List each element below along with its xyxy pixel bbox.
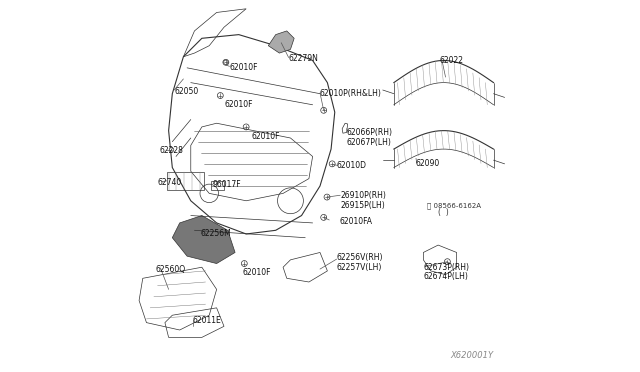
Text: 62228: 62228 — [159, 147, 183, 155]
Text: 62010P(RH&LH): 62010P(RH&LH) — [320, 89, 382, 98]
Text: (  ): ( ) — [438, 208, 449, 217]
Polygon shape — [172, 215, 235, 263]
Text: 26915P(LH): 26915P(LH) — [340, 201, 385, 210]
Text: 62010F: 62010F — [224, 100, 253, 109]
Text: 62256V(RH): 62256V(RH) — [337, 253, 383, 263]
Text: 62257V(LH): 62257V(LH) — [337, 263, 382, 272]
Text: 62674P(LH): 62674P(LH) — [424, 272, 468, 281]
Text: 62740: 62740 — [157, 178, 182, 187]
Text: 62560Q: 62560Q — [156, 264, 186, 273]
Circle shape — [223, 60, 228, 64]
Circle shape — [170, 148, 174, 152]
Text: 62010F: 62010F — [243, 268, 271, 277]
Text: 62010FA: 62010FA — [339, 217, 372, 225]
Text: 96017F: 96017F — [213, 180, 241, 189]
Text: 62010D: 62010D — [337, 161, 367, 170]
Text: 62066P(RH): 62066P(RH) — [347, 128, 393, 137]
Text: 62256M: 62256M — [200, 230, 231, 238]
Text: 62022: 62022 — [440, 56, 464, 65]
Text: 62010F: 62010F — [230, 63, 258, 72]
Text: 62279N: 62279N — [289, 54, 319, 63]
Text: 26910P(RH): 26910P(RH) — [340, 191, 386, 200]
Text: X620001Y: X620001Y — [451, 350, 493, 359]
Text: 62010F: 62010F — [252, 132, 280, 141]
Text: Ⓢ 08566-6162A: Ⓢ 08566-6162A — [427, 202, 481, 209]
Text: 62050: 62050 — [174, 87, 198, 96]
Text: 62090: 62090 — [416, 159, 440, 169]
Text: 62067P(LH): 62067P(LH) — [347, 138, 392, 147]
Text: 62673P(RH): 62673P(RH) — [424, 263, 469, 272]
Polygon shape — [268, 31, 294, 53]
Text: 62011E: 62011E — [193, 316, 221, 325]
